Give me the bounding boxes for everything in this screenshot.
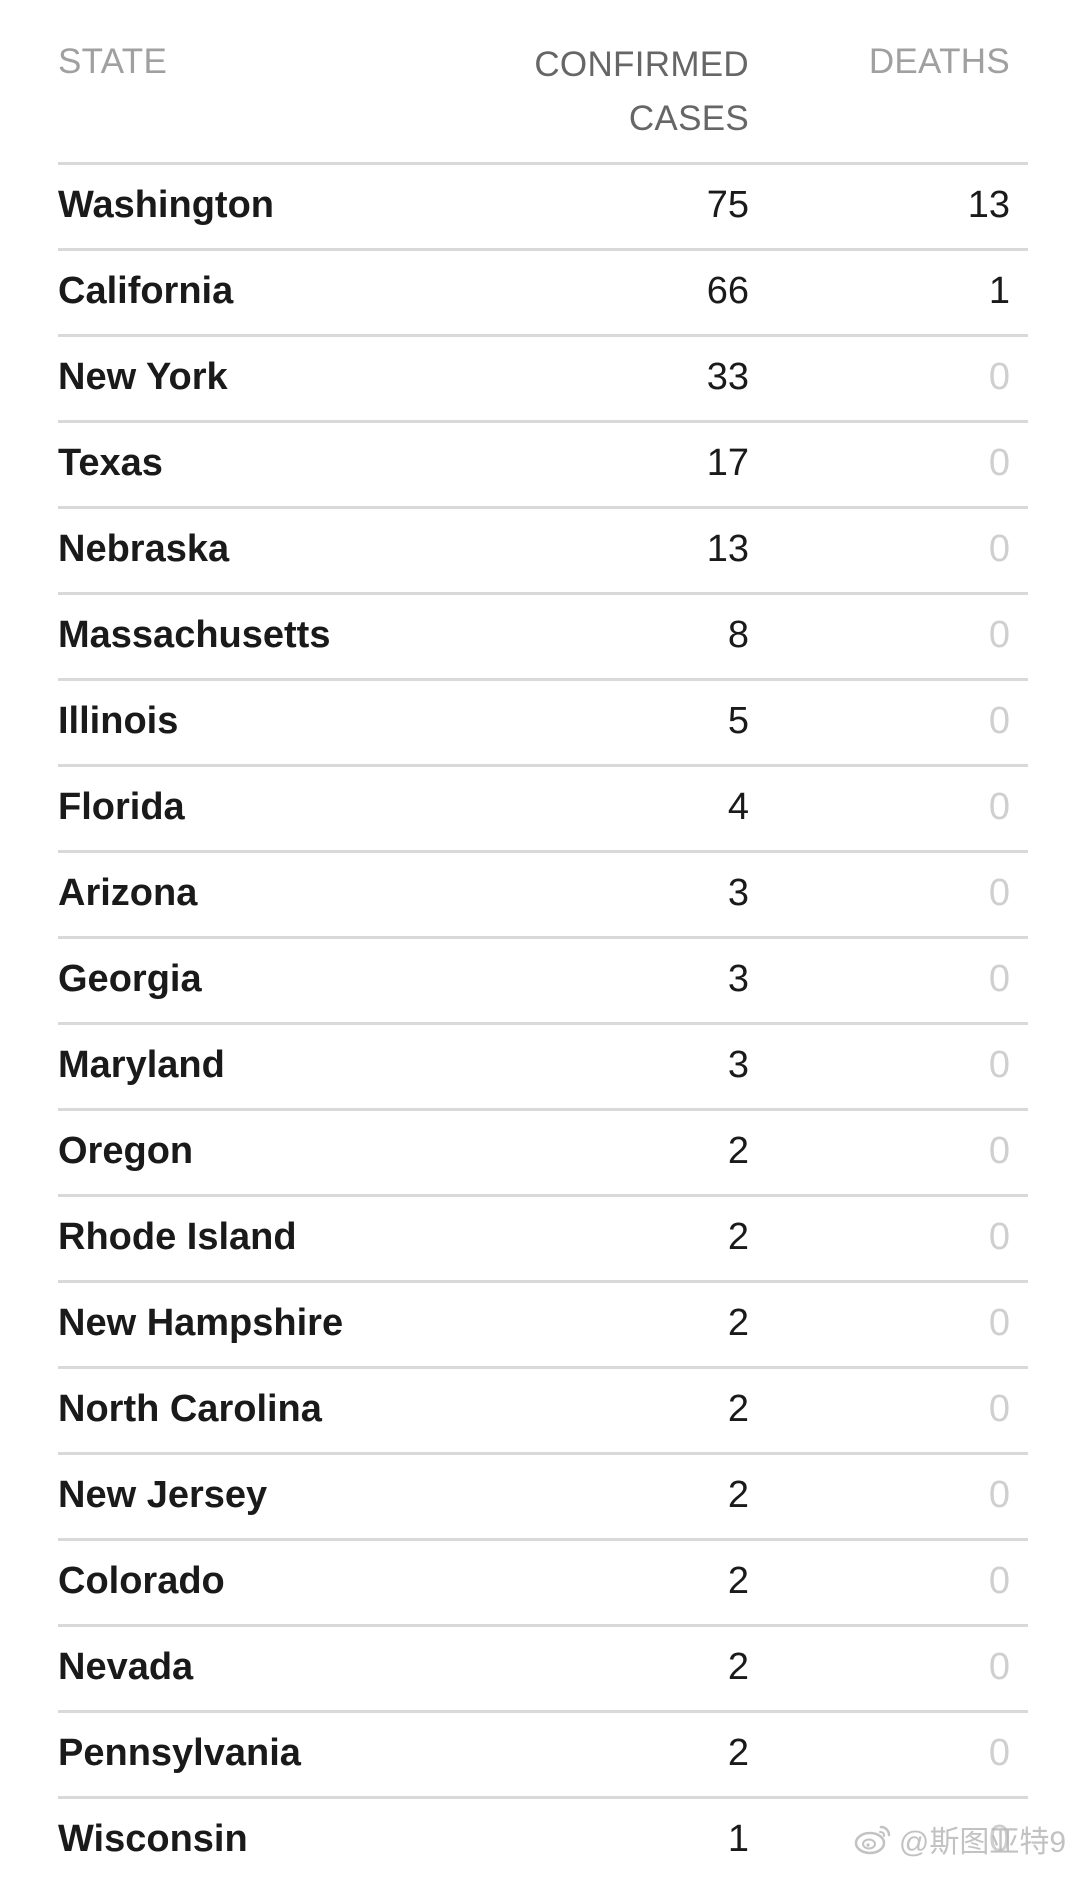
table-row: Florida 4 0 xyxy=(58,767,1028,853)
confirmed-cases-value: 2 xyxy=(727,1474,749,1516)
state-name: New York xyxy=(58,356,228,398)
state-name: Colorado xyxy=(58,1560,225,1602)
confirmed-cases-value: 2 xyxy=(727,1560,749,1602)
header-deaths[interactable]: DEATHS xyxy=(868,42,1010,81)
confirmed-cases-value: 2 xyxy=(727,1216,749,1258)
state-name: Nebraska xyxy=(58,528,230,570)
deaths-value: 0 xyxy=(988,1646,1010,1688)
table-header: STATE CONFIRMED CASES DEATHS xyxy=(58,38,1028,165)
confirmed-cases-value: 2 xyxy=(727,1302,749,1344)
deaths-value: 0 xyxy=(988,528,1010,570)
state-name: North Carolina xyxy=(58,1388,322,1430)
watermark-text: @斯图亚特9 xyxy=(898,1826,1066,1859)
state-name: Illinois xyxy=(58,700,179,742)
confirmed-cases-value: 2 xyxy=(727,1732,749,1774)
deaths-value: 0 xyxy=(988,1388,1010,1430)
confirmed-cases-value: 5 xyxy=(727,700,749,742)
state-name: Rhode Island xyxy=(58,1216,297,1258)
deaths-value: 0 xyxy=(988,786,1010,828)
confirmed-cases-value: 1 xyxy=(727,1818,749,1860)
state-name: Arizona xyxy=(58,872,198,914)
state-name: Oregon xyxy=(58,1130,194,1172)
header-cases-line2: CASES xyxy=(628,99,749,138)
weibo-logo-icon xyxy=(854,1825,891,1855)
confirmed-cases-value: 3 xyxy=(727,958,749,1000)
deaths-value: 0 xyxy=(988,1302,1010,1344)
confirmed-cases-value: 17 xyxy=(706,442,749,484)
state-name: Washington xyxy=(58,184,274,226)
deaths-value: 0 xyxy=(988,958,1010,1000)
deaths-value: 0 xyxy=(988,1044,1010,1086)
confirmed-cases-value: 66 xyxy=(706,270,749,312)
table-row: Maryland 3 0 xyxy=(58,1025,1028,1111)
state-name: New Jersey xyxy=(58,1474,268,1516)
state-name: California xyxy=(58,270,234,312)
state-name: Georgia xyxy=(58,958,202,1000)
deaths-value: 0 xyxy=(988,614,1010,656)
confirmed-cases-value: 2 xyxy=(727,1130,749,1172)
deaths-value: 13 xyxy=(967,184,1010,226)
header-state[interactable]: STATE xyxy=(58,42,168,81)
state-name: Maryland xyxy=(58,1044,225,1086)
table-row: Illinois 5 0 xyxy=(58,681,1028,767)
table-row: Colorado 2 0 xyxy=(58,1541,1028,1627)
table-row: Texas 17 0 xyxy=(58,423,1028,509)
deaths-value: 0 xyxy=(988,442,1010,484)
confirmed-cases-value: 2 xyxy=(727,1388,749,1430)
table-row: Arizona 3 0 xyxy=(58,853,1028,939)
deaths-value: 0 xyxy=(988,1560,1010,1602)
state-name: Massachusetts xyxy=(58,614,331,656)
watermark: @斯图亚特9 xyxy=(853,1817,1066,1861)
table-row: New Hampshire 2 0 xyxy=(58,1283,1028,1369)
confirmed-cases-value: 3 xyxy=(727,1044,749,1086)
state-cases-table: STATE CONFIRMED CASES DEATHS Washington 7… xyxy=(58,38,1028,1882)
table-row: Nebraska 13 0 xyxy=(58,509,1028,595)
deaths-value: 0 xyxy=(988,872,1010,914)
table-row: Wisconsin 1 0 xyxy=(58,1799,1028,1882)
confirmed-cases-value: 4 xyxy=(727,786,749,828)
table-row: Rhode Island 2 0 xyxy=(58,1197,1028,1283)
deaths-value: 0 xyxy=(988,1216,1010,1258)
table-row: Georgia 3 0 xyxy=(58,939,1028,1025)
table-body: Washington 75 13 California 66 1 New York 33 0 Te… xyxy=(58,165,1028,1882)
confirmed-cases-value: 2 xyxy=(727,1646,749,1688)
header-confirmed-cases[interactable]: CONFIRMED CASES xyxy=(489,38,749,146)
deaths-value: 1 xyxy=(988,270,1010,312)
deaths-value: 0 xyxy=(988,1130,1010,1172)
table-row: New Jersey 2 0 xyxy=(58,1455,1028,1541)
header-cases-line1: CONFIRMED xyxy=(534,45,749,84)
confirmed-cases-value: 33 xyxy=(706,356,749,398)
table-row: Oregon 2 0 xyxy=(58,1111,1028,1197)
table-row: Pennsylvania 2 0 xyxy=(58,1713,1028,1799)
confirmed-cases-value: 75 xyxy=(706,184,749,226)
table-row: New York 33 0 xyxy=(58,337,1028,423)
state-name: Wisconsin xyxy=(58,1818,248,1860)
confirmed-cases-value: 13 xyxy=(706,528,749,570)
state-name: Florida xyxy=(58,786,185,828)
table-row: Nevada 2 0 xyxy=(58,1627,1028,1713)
state-name: Pennsylvania xyxy=(58,1732,301,1774)
state-name: Texas xyxy=(58,442,163,484)
deaths-value: 0 xyxy=(988,1732,1010,1774)
deaths-value: 0 xyxy=(988,1474,1010,1516)
deaths-value: 0 xyxy=(988,1818,1010,1860)
table-row: Massachusetts 8 0 xyxy=(58,595,1028,681)
confirmed-cases-value: 3 xyxy=(727,872,749,914)
deaths-value: 0 xyxy=(988,700,1010,742)
deaths-value: 0 xyxy=(988,356,1010,398)
state-name: Nevada xyxy=(58,1646,194,1688)
confirmed-cases-value: 8 xyxy=(727,614,749,656)
state-name: New Hampshire xyxy=(58,1302,344,1344)
table-row: North Carolina 2 0 xyxy=(58,1369,1028,1455)
table-row: Washington 75 13 xyxy=(58,165,1028,251)
table-row: California 66 1 xyxy=(58,251,1028,337)
